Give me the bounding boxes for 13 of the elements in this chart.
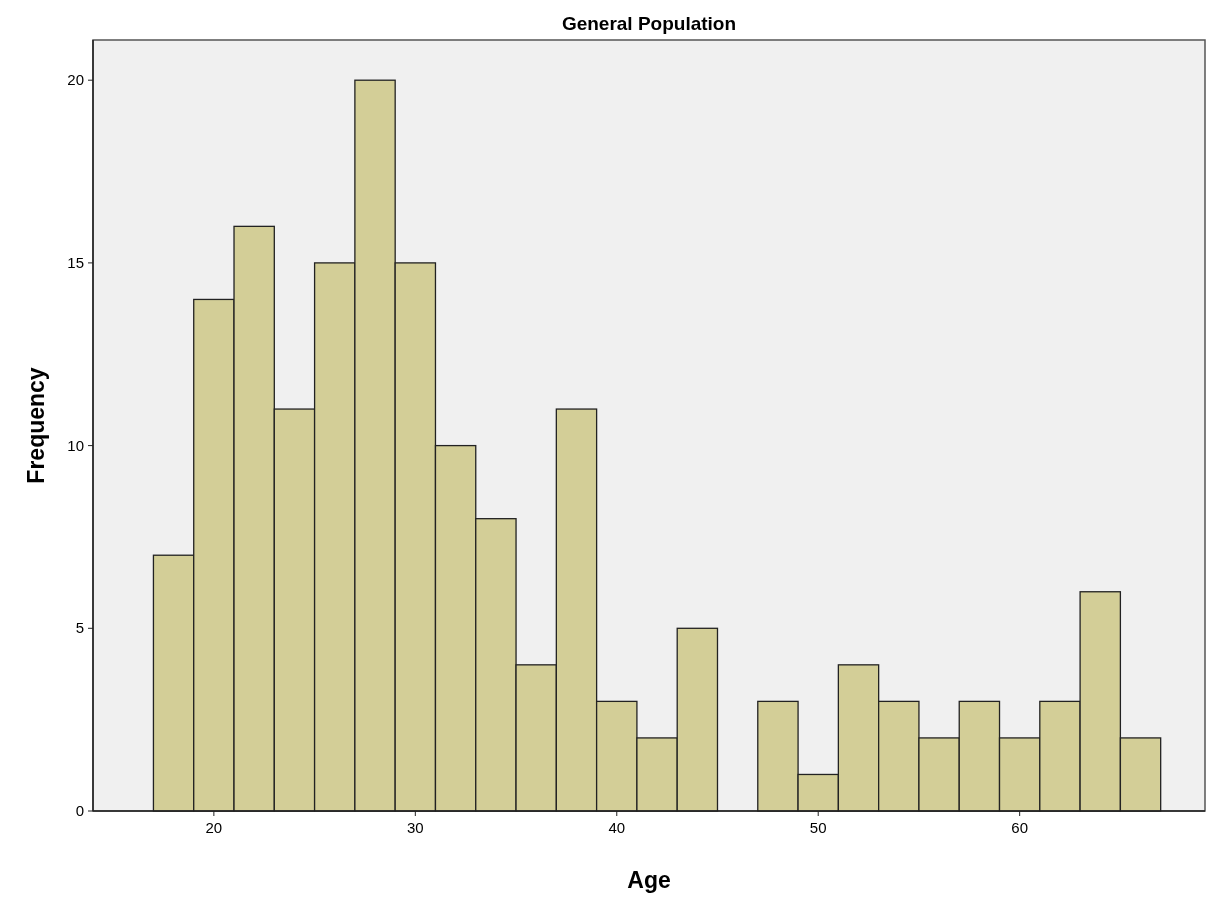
y-tick-label: 15: [67, 253, 84, 271]
x-tick-label: 40: [608, 819, 626, 836]
x-tick-label: 60: [1011, 819, 1029, 836]
y-axis-title: Frequency: [23, 367, 49, 484]
chart-title: General Population: [561, 13, 737, 34]
x-tick-label: 20: [205, 819, 223, 836]
y-tick-label: 0: [75, 802, 84, 819]
x-axis-title: Age: [627, 867, 671, 893]
x-tick-label: 30: [406, 819, 424, 836]
y-tick-label: 10: [67, 436, 84, 454]
y-tick-label: 20: [67, 71, 84, 89]
x-tick-label: 50: [809, 819, 827, 836]
y-tick-label: 5: [75, 619, 84, 637]
